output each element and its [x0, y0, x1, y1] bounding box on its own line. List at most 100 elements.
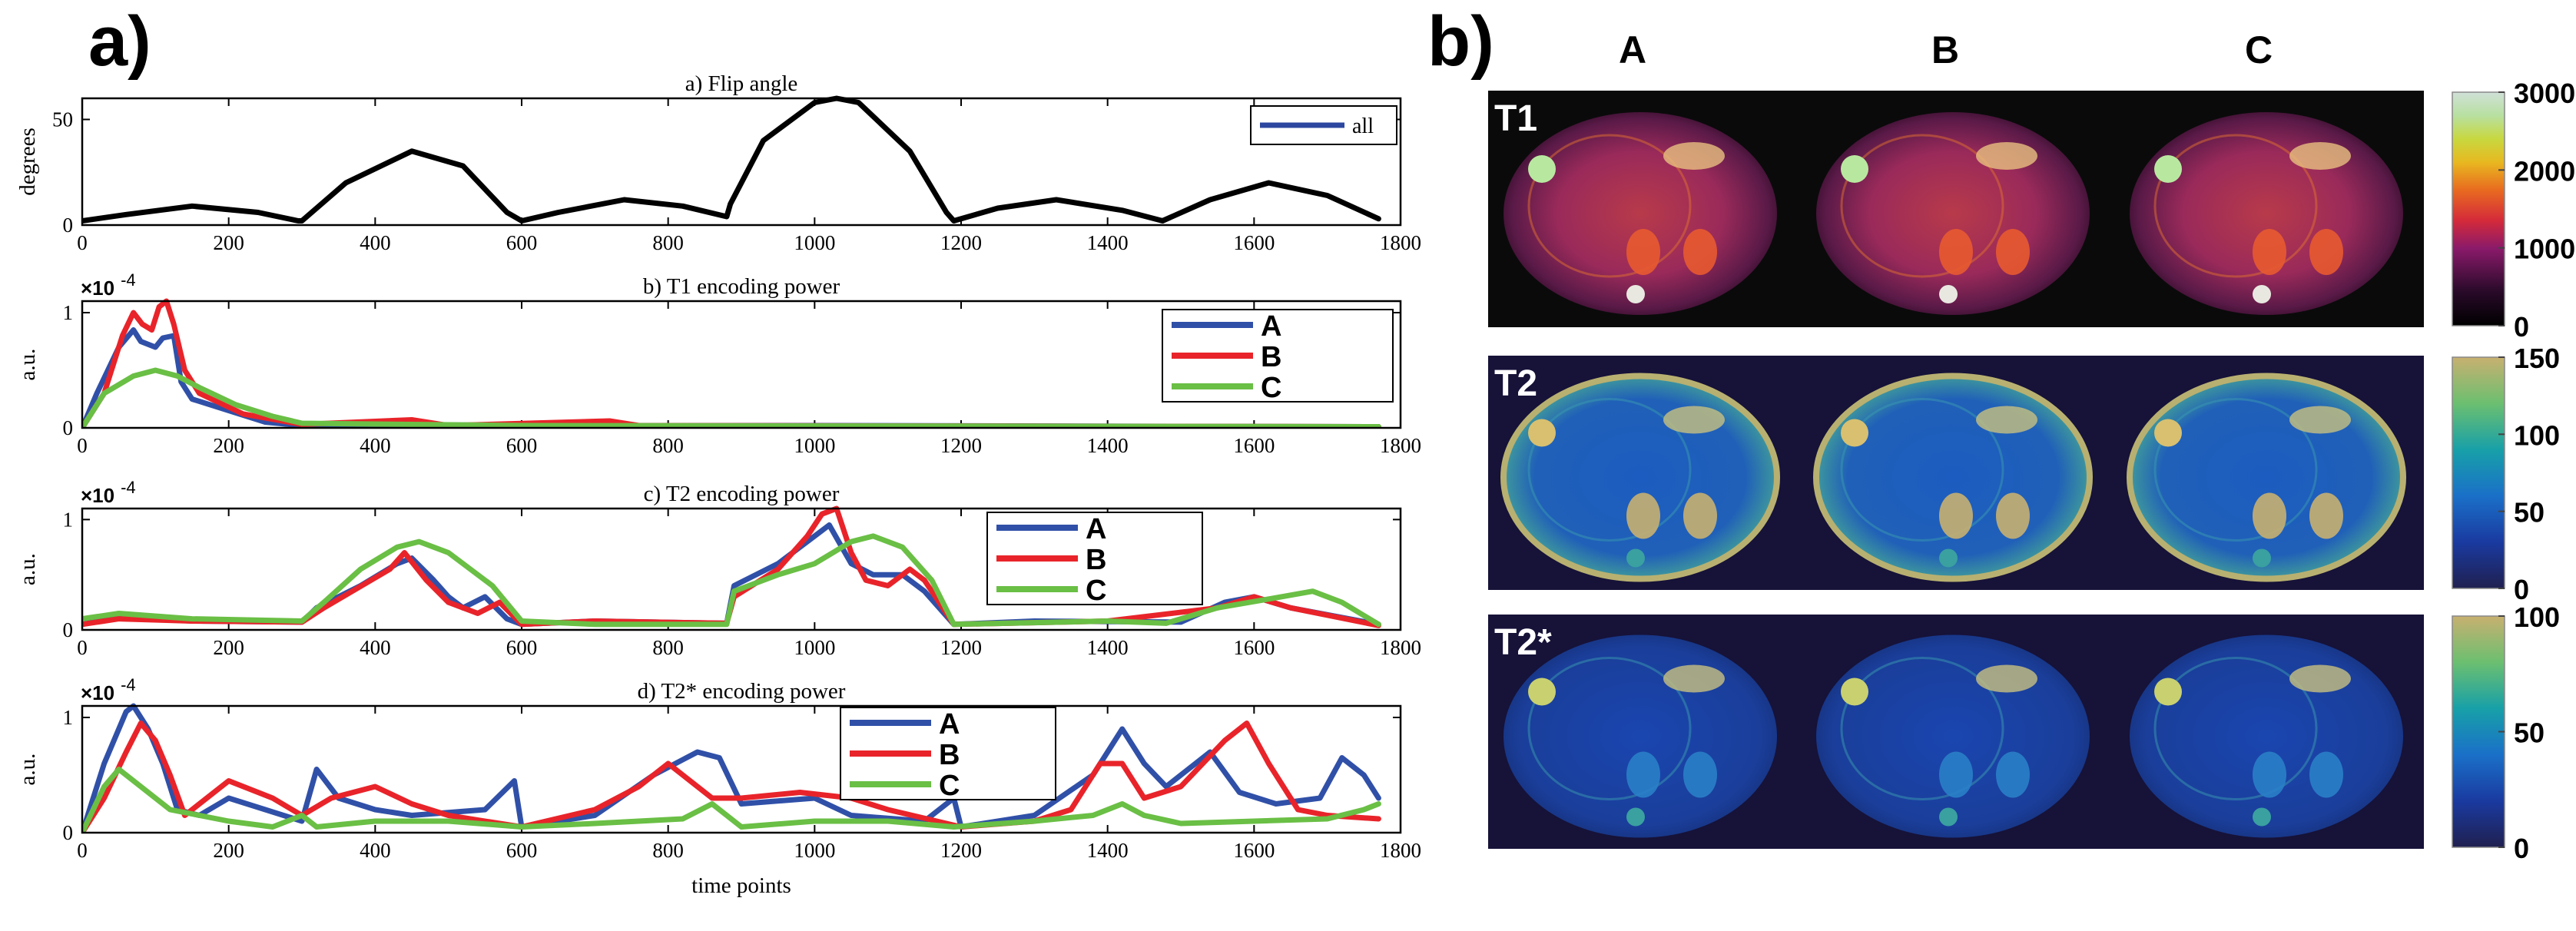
spine — [1626, 285, 1645, 303]
y-axis-label: a.u. — [15, 349, 40, 381]
y-axis-label: degrees — [15, 128, 40, 196]
x-tick-label: 200 — [213, 636, 244, 659]
x-tick-label: 600 — [506, 434, 538, 457]
map-image-t2-B — [1813, 373, 2093, 582]
x-tick-label: 200 — [213, 839, 244, 862]
x-tick-label: 600 — [506, 231, 538, 254]
legend-label: C — [1261, 372, 1281, 404]
y-axis-exponent: ×10 -4 — [81, 675, 136, 704]
kidney — [1996, 751, 2030, 798]
x-tick-label: 800 — [652, 231, 684, 254]
x-tick-label: 1000 — [794, 839, 835, 862]
y-axis-exponent: ×10 -4 — [81, 270, 136, 300]
spine — [1626, 807, 1645, 827]
y-axis-label: a.u. — [15, 553, 40, 585]
legend-label: B — [939, 739, 960, 771]
legend: ABC — [986, 512, 1203, 607]
legend-label: A — [1086, 513, 1106, 545]
x-tick-label: 1200 — [940, 839, 982, 862]
map-image-t2star-A — [1503, 634, 1777, 838]
liver-outline — [1527, 398, 1692, 542]
column-header: A — [1619, 28, 1646, 71]
kidney — [1683, 229, 1717, 275]
colorbar-tick-label: 100 — [2514, 601, 2560, 633]
bowel-gas — [1663, 142, 1725, 170]
colorbar-t2 — [2452, 356, 2505, 589]
x-tick-label: 1800 — [1380, 231, 1421, 254]
gallbladder — [1528, 678, 1556, 706]
colorbar-tick-label: 50 — [2514, 497, 2545, 528]
plot-frame — [81, 300, 1402, 429]
x-tick-label: 1600 — [1233, 231, 1275, 254]
body-cross-section — [1503, 112, 1777, 315]
plot-t2: c) T2 encoding power a.u. ×10 -4 0 200 400 600 8… — [15, 478, 1421, 659]
liver-outline — [2153, 657, 2318, 800]
x-tick-label: 1600 — [1233, 839, 1275, 862]
kidney — [1996, 492, 2030, 539]
column-header: B — [1931, 28, 1959, 71]
x-tick-label: 1400 — [1087, 231, 1129, 254]
x-tick-label: 1200 — [940, 231, 982, 254]
kidney — [1626, 492, 1660, 539]
colorbar-tick-label: 50 — [2514, 717, 2545, 749]
kidney — [1683, 751, 1717, 798]
spine — [2253, 807, 2271, 827]
y-tick-label: 1 — [63, 508, 74, 531]
legend-label: A — [1261, 310, 1281, 343]
colorbar-t1 — [2452, 91, 2505, 326]
liver-outline — [1527, 134, 1692, 278]
plot-frame — [81, 704, 1402, 834]
x-tick-label: 1800 — [1380, 839, 1421, 862]
map-image-t1-A — [1503, 112, 1777, 315]
kidney — [1626, 751, 1660, 798]
legend: ABC — [1162, 309, 1394, 404]
map-row-t2: T2 150 100 50 0 — [1488, 343, 2560, 605]
x-tick-label: 1600 — [1233, 434, 1275, 457]
kidney — [1939, 751, 1973, 798]
body-cross-section — [1813, 373, 2093, 582]
colorbar-tick-label: 1000 — [2514, 234, 2575, 265]
map-image-t2-A — [1500, 373, 1780, 582]
kidney — [2309, 751, 2343, 798]
gallbladder — [2154, 155, 2182, 183]
y-tick-label: 0 — [63, 214, 74, 237]
x-tick-label: 0 — [77, 636, 88, 659]
spine — [1626, 548, 1645, 568]
x-tick-label: 1000 — [794, 636, 835, 659]
y-tick-label: 0 — [63, 416, 74, 439]
colorbar-tick-label: 150 — [2514, 343, 2560, 374]
legend-label: C — [1086, 575, 1106, 607]
y-axis-exponent: ×10 -4 — [81, 478, 136, 507]
liver-outline — [1840, 134, 2004, 278]
x-tick-label: 800 — [652, 636, 684, 659]
x-tick-label: 0 — [77, 839, 88, 862]
map-image-t2star-C — [2130, 634, 2403, 838]
map-image-t1-B — [1816, 112, 2090, 315]
body-cross-section — [2130, 634, 2403, 838]
series-C-line — [82, 767, 1381, 833]
kidney — [1939, 229, 1973, 275]
parameter-maps: A B C T1 3000 2000 1000 0 T2 150 100 50 0 T2* 100 50 0 — [1488, 28, 2575, 864]
plot-t2star: d) T2* encoding power a.u. time points ×10-… — [15, 675, 1421, 898]
plot-title: b) T1 encoding power — [643, 274, 840, 299]
plot-frame — [81, 507, 1402, 631]
kidney — [1683, 492, 1717, 539]
x-tick-label: 0 — [77, 231, 88, 254]
legend-label: all — [1352, 114, 1374, 138]
y-tick-label: 0 — [63, 618, 74, 641]
legend-label: B — [1261, 341, 1281, 373]
x-tick-label: 1200 — [940, 434, 982, 457]
legend: all — [1250, 105, 1397, 145]
x-tick-label: 1000 — [794, 231, 835, 254]
spine — [2253, 548, 2271, 568]
liver-outline — [2153, 398, 2318, 542]
kidney — [2253, 492, 2286, 539]
column-header: C — [2245, 28, 2273, 71]
body-cross-section — [1816, 634, 2090, 838]
x-tick-label: 400 — [360, 434, 391, 457]
map-image-t1-C — [2130, 112, 2403, 315]
kidney — [2253, 751, 2286, 798]
colorbar-t2star — [2452, 615, 2505, 848]
